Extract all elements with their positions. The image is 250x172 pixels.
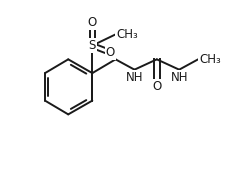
Text: S: S [89, 39, 96, 52]
Text: O: O [152, 79, 162, 93]
Text: O: O [88, 16, 97, 29]
Text: NH: NH [170, 71, 188, 84]
Text: O: O [106, 46, 115, 59]
Text: NH: NH [126, 71, 143, 84]
Text: CH₃: CH₃ [116, 28, 138, 41]
Text: CH₃: CH₃ [199, 53, 221, 66]
